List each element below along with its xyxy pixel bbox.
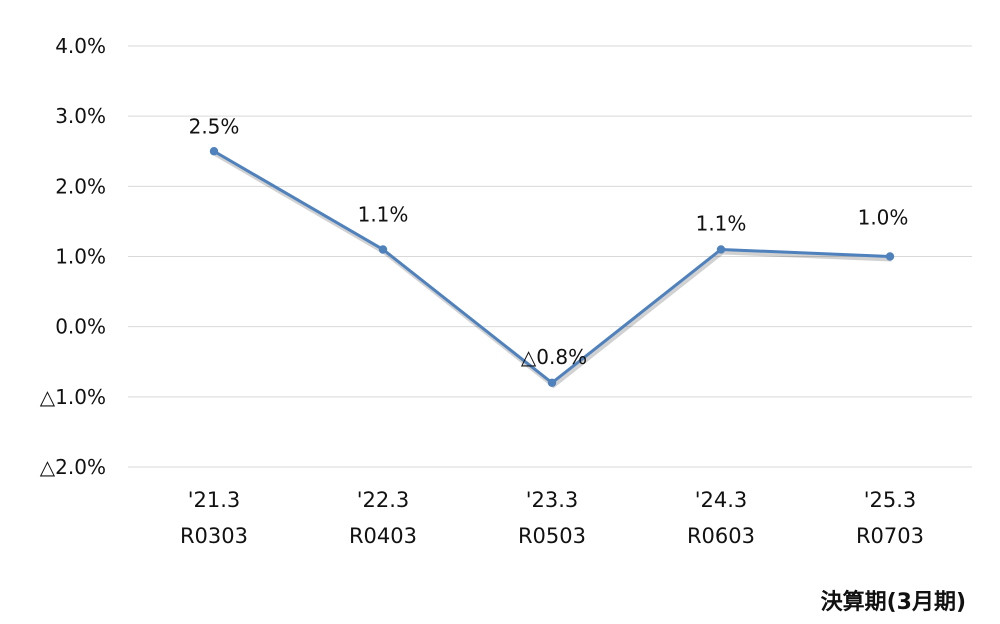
data-label: 1.1% — [696, 211, 747, 235]
x-tick-label: '24.3 — [695, 488, 748, 512]
data-labels: 2.5% 1.1% △0.8% 1.1% 1.0% — [189, 114, 909, 369]
x-tick-label: R0503 — [518, 524, 586, 548]
x-axis-tick-labels: '21.3 R0303 '22.3 R0403 '23.3 R0503 '24.3 R0603… — [180, 488, 924, 548]
y-tick-label: 0.0% — [55, 315, 106, 339]
x-tick-label: '22.3 — [357, 488, 410, 512]
x-tick-label: R0403 — [349, 524, 417, 548]
data-label: 2.5% — [189, 114, 240, 138]
y-tick-label: 3.0% — [55, 104, 106, 128]
x-tick-label: R0603 — [687, 524, 755, 548]
data-point — [716, 245, 726, 254]
y-tick-label: △1.0% — [40, 385, 106, 409]
gridlines — [128, 45, 972, 468]
x-tick-label: '23.3 — [526, 488, 579, 512]
x-tick-label: '21.3 — [188, 488, 241, 512]
data-label: 1.0% — [858, 206, 909, 230]
data-point — [209, 147, 219, 156]
data-label: 1.1% — [358, 202, 409, 226]
data-label: △0.8% — [521, 345, 587, 369]
data-point — [885, 252, 895, 261]
x-tick-label: R0303 — [180, 524, 248, 548]
data-point — [547, 378, 557, 387]
series — [209, 147, 895, 389]
y-tick-label: 1.0% — [55, 245, 106, 269]
y-tick-label: △2.0% — [40, 455, 106, 479]
y-tick-label: 2.0% — [55, 174, 106, 198]
x-tick-label: '25.3 — [864, 488, 917, 512]
y-axis-tick-labels: 4.0% 3.0% 2.0% 1.0% 0.0% △1.0% △2.0% — [40, 34, 106, 479]
data-point — [378, 245, 388, 254]
y-tick-label: 4.0% — [55, 34, 106, 58]
x-axis-title: 決算期(3月期) — [820, 590, 966, 615]
x-tick-label: R0703 — [856, 524, 924, 548]
